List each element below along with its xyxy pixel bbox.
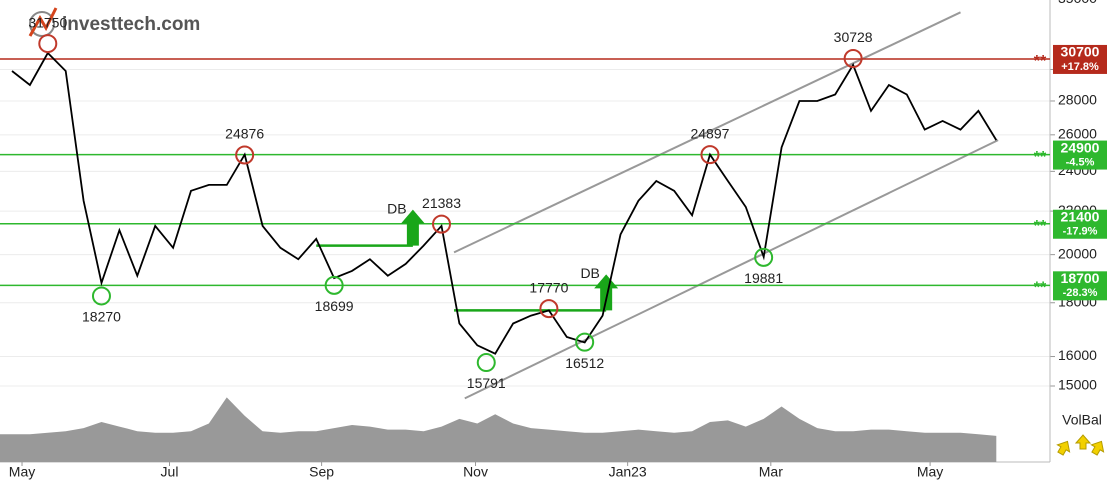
- level-change: +17.8%: [1061, 61, 1099, 73]
- level-change: -17.9%: [1063, 226, 1098, 238]
- logo-icon: [28, 7, 58, 37]
- x-tick-label: Nov: [463, 464, 488, 480]
- y-tick-label: 28000: [1058, 92, 1097, 108]
- level-marker: **: [1034, 53, 1047, 70]
- level-change: -4.5%: [1066, 156, 1095, 168]
- y-tick-label: 35000: [1058, 0, 1097, 6]
- signal-arrow: [400, 209, 425, 246]
- volume-area: [0, 397, 997, 462]
- level-value: 24900: [1061, 139, 1100, 155]
- y-tick-label: 26000: [1058, 126, 1097, 142]
- pivot-label: 21383: [422, 195, 461, 211]
- volbal-arrow: [1074, 434, 1092, 450]
- level-marker: **: [1034, 218, 1047, 235]
- x-tick-label: May: [917, 464, 943, 480]
- signal-label: DB: [387, 200, 406, 216]
- level-change: -28.3%: [1063, 287, 1098, 299]
- volbal-arrow: [1090, 440, 1105, 456]
- pivot-label: 24897: [690, 125, 729, 141]
- pivot-circle: [575, 332, 595, 352]
- level-value: 18700: [1061, 270, 1100, 286]
- volbal-arrow: [1056, 440, 1071, 456]
- trend-line: [464, 139, 999, 400]
- logo: investtech.com: [28, 7, 200, 37]
- logo-text: investtech.com: [62, 14, 200, 35]
- pivot-circle: [432, 214, 452, 234]
- y-tick-label: 20000: [1058, 245, 1097, 261]
- x-tick-label: May: [9, 464, 35, 480]
- level-marker: **: [1034, 149, 1047, 166]
- pivot-label: 17770: [529, 279, 568, 295]
- pivot-label: 16512: [565, 355, 604, 371]
- pivot-label: 24876: [225, 126, 264, 142]
- volume-label: VolBal: [1062, 412, 1102, 428]
- pivot-label: 31750: [28, 14, 67, 30]
- y-tick-label: 16000: [1058, 347, 1097, 363]
- level-value: 21400: [1061, 208, 1100, 224]
- pivot-label: 30728: [834, 29, 873, 45]
- pivot-label: 18699: [315, 298, 354, 314]
- x-tick-label: Sep: [309, 464, 334, 480]
- pivot-circle: [476, 353, 496, 373]
- level-box: [1053, 209, 1107, 239]
- x-tick-label: Jan23: [609, 464, 647, 480]
- pivot-label: 15791: [467, 375, 506, 391]
- trend-line: [453, 11, 961, 254]
- level-box: [1053, 140, 1107, 170]
- pivot-label: 19881: [744, 270, 783, 286]
- signal-arrow: [594, 274, 619, 311]
- logo-icon: [29, 11, 55, 37]
- pivot-circle: [235, 145, 255, 165]
- x-tick-label: Jul: [161, 464, 179, 480]
- pivot-circle: [754, 247, 774, 267]
- pivot-label: 18270: [82, 309, 121, 325]
- pivot-circle: [38, 34, 58, 54]
- pivot-circle: [843, 49, 863, 69]
- level-value: 30700: [1061, 44, 1100, 60]
- price-line: [11, 51, 998, 355]
- level-marker: **: [1034, 280, 1047, 297]
- pivot-circle: [91, 286, 111, 306]
- pivot-circle: [539, 299, 559, 319]
- pivot-circle: [324, 275, 344, 295]
- level-box: [1053, 271, 1107, 301]
- x-tick-label: Mar: [759, 464, 783, 480]
- pivot-circle: [700, 145, 720, 165]
- y-tick-label: 15000: [1058, 377, 1097, 393]
- signal-label: DB: [580, 265, 599, 281]
- level-box: [1053, 44, 1107, 74]
